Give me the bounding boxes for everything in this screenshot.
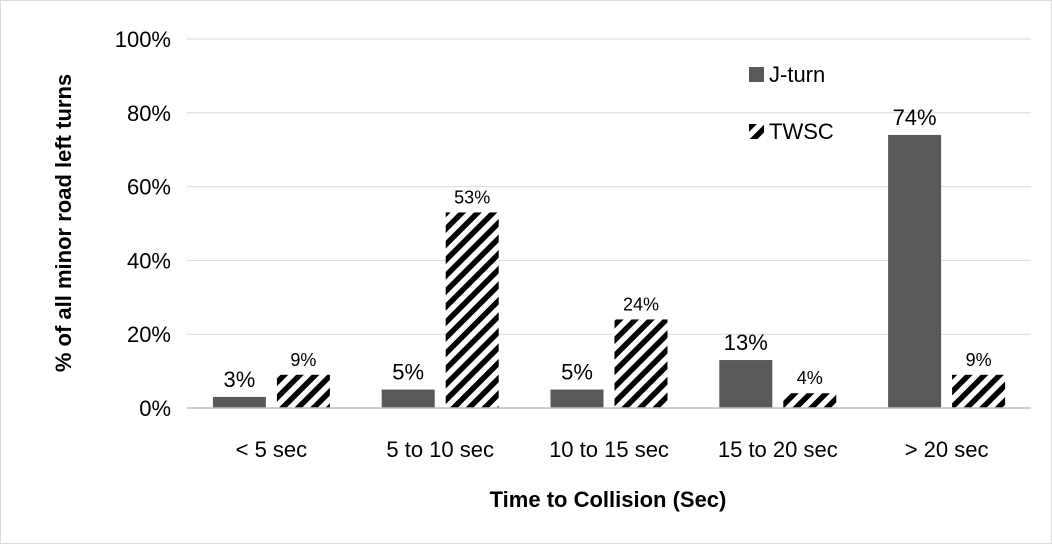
- legend: J-turn TWSC: [749, 62, 834, 144]
- data-label-twsc-4: 9%: [966, 350, 992, 370]
- data-label-j-turn-1: 5%: [392, 360, 424, 385]
- legend-item-twsc: TWSC: [749, 119, 834, 144]
- data-label-twsc-0: 9%: [290, 350, 316, 370]
- data-label-twsc-3: 4%: [797, 368, 823, 388]
- data-labels: 3% 9% 5% 53% 5% 24% 13% 4% 74% 9%: [224, 105, 992, 392]
- data-label-j-turn-2: 5%: [561, 360, 593, 385]
- legend-swatch-jturn: [749, 67, 764, 82]
- bar-twsc-4: [952, 374, 1006, 408]
- axes: 0% 20% 40% 60% 80% 100% < 5 sec 5 to 10 sec 10 t…: [115, 27, 1031, 462]
- legend-item-jturn: J-turn: [749, 62, 825, 87]
- x-tick-label: < 5 sec: [236, 437, 308, 462]
- y-tick-label: 0%: [139, 396, 171, 421]
- y-tick-label: 100%: [115, 27, 171, 52]
- bar-j-turn-0: [212, 396, 266, 408]
- bar-j-turn-2: [550, 389, 604, 408]
- bar-j-turn-1: [381, 389, 435, 408]
- bar-twsc-3: [783, 393, 837, 408]
- y-tick-label: 60%: [127, 175, 171, 200]
- y-tick-label: 80%: [127, 101, 171, 126]
- bar-twsc-0: [276, 374, 330, 408]
- y-axis-title: % of all minor road left turns: [51, 74, 76, 372]
- y-tick-label: 40%: [127, 248, 171, 273]
- data-label-j-turn-4: 74%: [893, 105, 937, 130]
- bar-j-turn-3: [719, 360, 773, 408]
- bar-twsc-1: [445, 212, 499, 408]
- y-tick-label: 20%: [127, 322, 171, 347]
- bar-j-turn-4: [888, 134, 942, 408]
- legend-swatch-twsc: [749, 124, 764, 139]
- legend-label-jturn: J-turn: [769, 62, 825, 87]
- bars: [212, 134, 1006, 408]
- x-tick-label: > 20 sec: [905, 437, 989, 462]
- bar-twsc-2: [614, 319, 668, 408]
- data-label-j-turn-3: 13%: [724, 330, 768, 355]
- x-tick-label: 5 to 10 sec: [386, 437, 494, 462]
- x-tick-label: 10 to 15 sec: [549, 437, 669, 462]
- data-label-twsc-2: 24%: [623, 294, 659, 314]
- x-axis-title: Time to Collision (Sec): [490, 487, 727, 512]
- data-label-j-turn-0: 3%: [224, 367, 256, 392]
- data-label-twsc-1: 53%: [454, 187, 490, 207]
- x-tick-label: 15 to 20 sec: [718, 437, 838, 462]
- legend-label-twsc: TWSC: [769, 119, 834, 144]
